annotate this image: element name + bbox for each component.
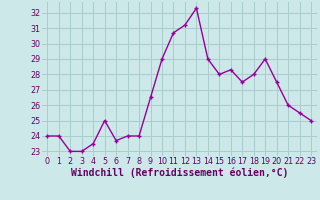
X-axis label: Windchill (Refroidissement éolien,°C): Windchill (Refroidissement éolien,°C) (70, 168, 288, 178)
